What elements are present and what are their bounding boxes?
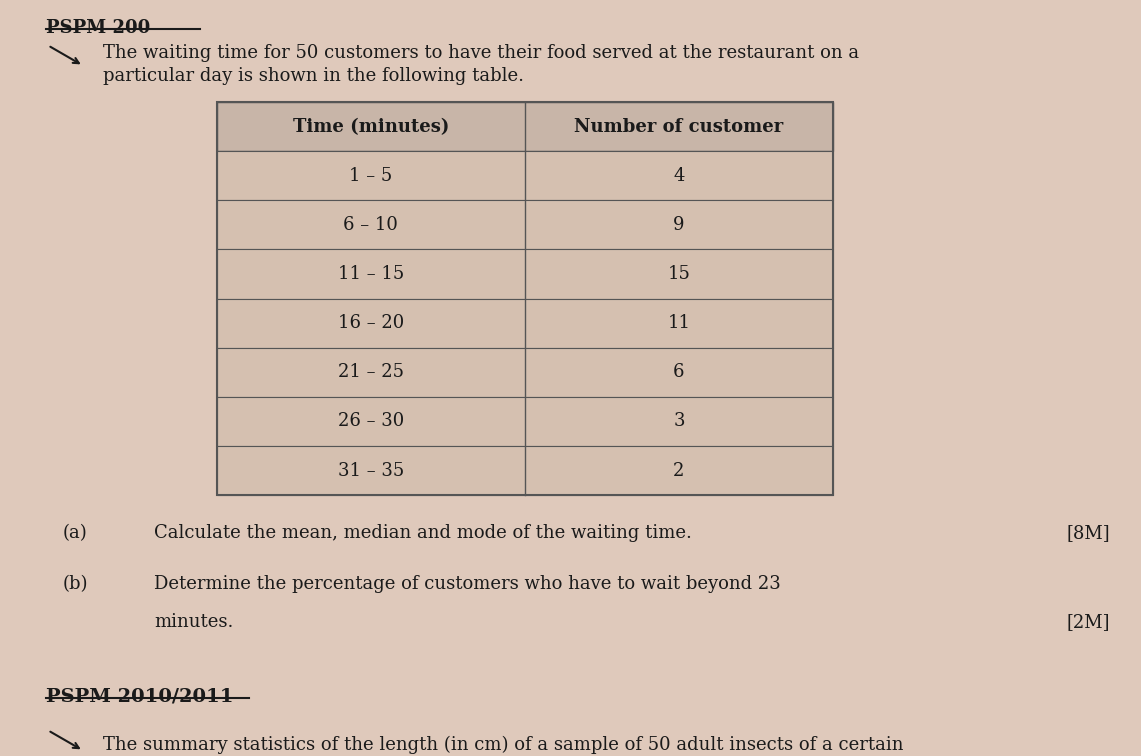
Text: Number of customer: Number of customer [574, 118, 784, 135]
Text: 31 – 35: 31 – 35 [338, 462, 404, 479]
Text: Determine the percentage of customers who have to wait beyond 23: Determine the percentage of customers wh… [154, 575, 780, 593]
Text: [8M]: [8M] [1067, 524, 1110, 542]
Bar [217, 200, 833, 249]
Bar [217, 446, 833, 495]
Bar [217, 299, 833, 348]
Text: 3: 3 [673, 413, 685, 430]
Text: (b): (b) [63, 575, 88, 593]
Text: Time (minutes): Time (minutes) [292, 118, 450, 135]
Text: 26 – 30: 26 – 30 [338, 413, 404, 430]
Bar [217, 397, 833, 446]
Text: (a): (a) [63, 524, 88, 542]
Text: 9: 9 [673, 216, 685, 234]
Bar [217, 249, 833, 299]
Text: PSPM 200: PSPM 200 [46, 19, 149, 37]
Text: 6: 6 [673, 364, 685, 381]
Text: 21 – 25: 21 – 25 [338, 364, 404, 381]
Text: particular day is shown in the following table.: particular day is shown in the following… [103, 67, 524, 85]
Bar [217, 348, 833, 397]
Text: 16 – 20: 16 – 20 [338, 314, 404, 332]
Bar [217, 151, 833, 200]
Text: 6 – 10: 6 – 10 [343, 216, 398, 234]
Bar [217, 102, 833, 151]
Text: PSPM 2010/2011: PSPM 2010/2011 [46, 687, 233, 705]
Text: [2M]: [2M] [1067, 613, 1110, 631]
Text: 11: 11 [667, 314, 690, 332]
Text: 15: 15 [667, 265, 690, 283]
Text: 1 – 5: 1 – 5 [349, 167, 393, 184]
Text: Calculate the mean, median and mode of the waiting time.: Calculate the mean, median and mode of t… [154, 524, 691, 542]
Text: minutes.: minutes. [154, 613, 234, 631]
Text: 11 – 15: 11 – 15 [338, 265, 404, 283]
Text: The summary statistics of the length (in cm) of a sample of 50 adult insects of : The summary statistics of the length (in… [103, 736, 904, 754]
Bar [217, 102, 833, 495]
Text: 2: 2 [673, 462, 685, 479]
Text: The waiting time for 50 customers to have their food served at the restaurant on: The waiting time for 50 customers to hav… [103, 44, 859, 62]
Text: 4: 4 [673, 167, 685, 184]
